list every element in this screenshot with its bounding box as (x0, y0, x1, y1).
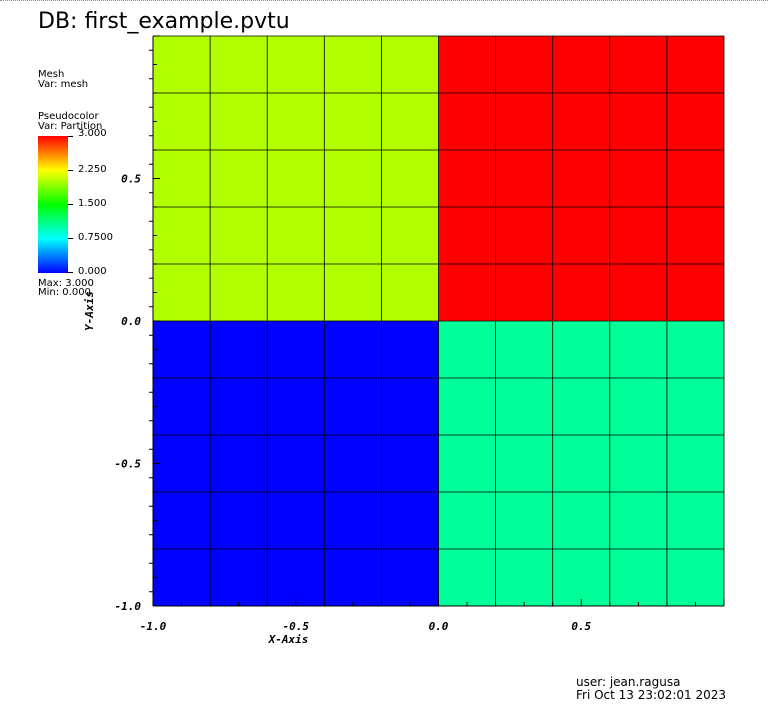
pseudocolor-plot-label: Pseudocolor (38, 111, 99, 122)
mesh-var-label: Var: mesh (38, 79, 89, 90)
colorbar-tick (68, 272, 73, 273)
colorbar-tick (68, 170, 73, 171)
database-title: DB: first_example.pvtu (38, 9, 290, 34)
y-tick-label: -1.0 (115, 600, 142, 613)
x-tick-label: 0.5 (571, 620, 591, 633)
y-tick-label: 0.0 (121, 315, 141, 328)
top-border (0, 0, 768, 1)
partition-region-2 (153, 36, 439, 321)
pseudocolor-var-label: Var: Partition (38, 121, 103, 132)
x-axis-title: X-Axis (268, 633, 309, 646)
colorbar-label: 0.000 (78, 266, 107, 277)
max-value-label: Max: 3.000 (38, 278, 94, 289)
y-tick-label: -0.5 (115, 458, 142, 471)
user-name: user: jean.ragusa (576, 675, 681, 689)
partition-region-0 (153, 321, 439, 606)
y-tick-label: 0.5 (121, 173, 141, 186)
colorbar-label: 3.000 (78, 128, 107, 139)
timestamp: Fri Oct 13 23:02:01 2023 (576, 688, 727, 702)
colorbar-label: 2.250 (78, 164, 107, 175)
min-value-label: Min: 0.000 (38, 287, 91, 298)
user-info: user: jean.ragusa Fri Oct 13 23:02:01 20… (576, 676, 726, 702)
y-axis-title: Y-Axis (83, 291, 96, 331)
partition-region-1 (438, 321, 724, 606)
mesh-plot-label: Mesh (38, 69, 65, 80)
colorbar-label: 1.500 (78, 198, 107, 209)
colorbar-tick (68, 238, 73, 239)
x-tick-label: 0.0 (429, 620, 449, 633)
x-tick-label: -1.0 (140, 620, 167, 633)
colorbar-tick (68, 204, 73, 205)
colorbar (38, 136, 68, 273)
colorbar-label: 0.7500 (78, 232, 113, 243)
partition-region-3 (438, 36, 724, 321)
x-tick-label: -0.5 (283, 620, 310, 633)
colorbar-tick (68, 136, 73, 137)
